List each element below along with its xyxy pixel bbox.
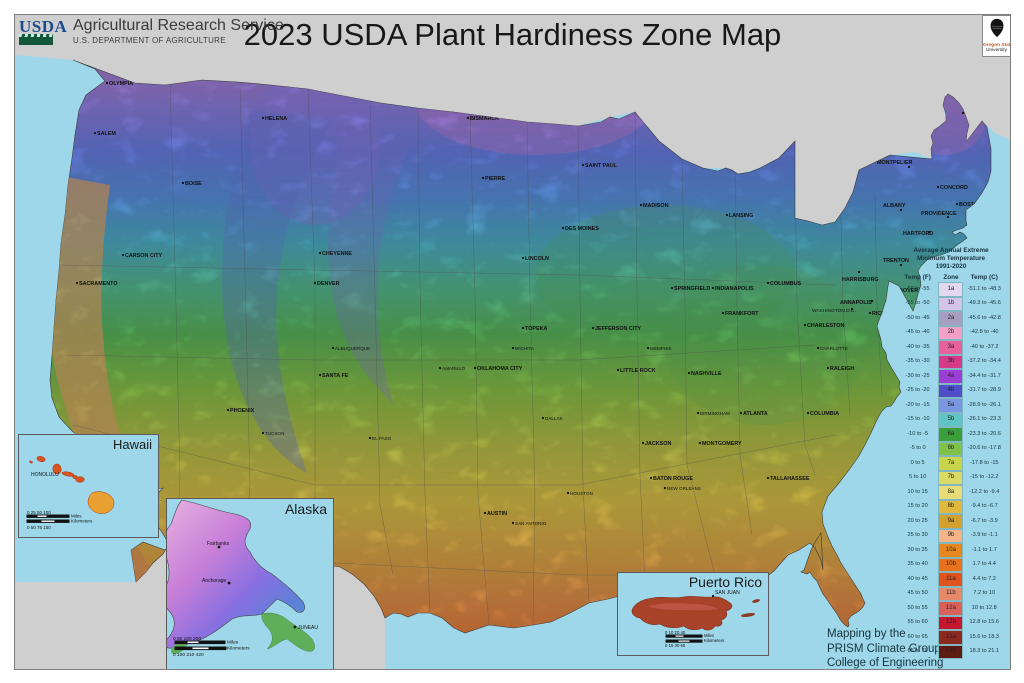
svg-text:TALLAHASSEE: TALLAHASSEE <box>770 476 810 482</box>
svg-text:Kilometers: Kilometers <box>227 646 250 652</box>
svg-text:Miles: Miles <box>227 640 239 646</box>
svg-text:PIERRE: PIERRE <box>485 176 505 182</box>
svg-text:TOPEKA: TOPEKA <box>525 326 547 332</box>
svg-text:CHARLOTTE: CHARLOTTE <box>820 346 848 351</box>
svg-text:TUCSON: TUCSON <box>265 431 284 436</box>
svg-text:ATLANTA: ATLANTA <box>743 411 768 417</box>
svg-text:PROVIDENCE: PROVIDENCE <box>921 211 957 217</box>
svg-text:LANSING: LANSING <box>729 213 753 219</box>
svg-text:0 50 75 150: 0 50 75 150 <box>27 525 51 530</box>
svg-text:SANTA FE: SANTA FE <box>322 373 349 379</box>
svg-text:BOISE: BOISE <box>185 181 202 187</box>
svg-text:0 100 210 420: 0 100 210 420 <box>173 652 204 658</box>
svg-text:HONOLULU: HONOLULU <box>31 472 59 478</box>
svg-text:CHEYENNE: CHEYENNE <box>322 251 352 257</box>
svg-text:RALEIGH: RALEIGH <box>830 366 854 372</box>
svg-text:INDIANAPOLIS: INDIANAPOLIS <box>715 286 754 292</box>
svg-text:CARSON CITY: CARSON CITY <box>125 253 163 259</box>
svg-text:0 15 30 60: 0 15 30 60 <box>665 643 686 648</box>
svg-text:JACKSON: JACKSON <box>645 441 671 447</box>
svg-text:SAN ANTONIO: SAN ANTONIO <box>515 521 547 526</box>
svg-text:EL PASO: EL PASO <box>372 436 392 441</box>
svg-text:JEFFERSON CITY: JEFFERSON CITY <box>595 326 642 332</box>
svg-text:MONTPELIER: MONTPELIER <box>877 160 912 166</box>
svg-text:Kilometers: Kilometers <box>704 638 724 643</box>
svg-text:LINCOLN: LINCOLN <box>525 256 549 262</box>
svg-text:ANNAPOLIS: ANNAPOLIS <box>840 300 872 306</box>
svg-text:ALBANY: ALBANY <box>883 203 906 209</box>
svg-text:HELENA: HELENA <box>265 116 287 122</box>
svg-text:NASHVILLE: NASHVILLE <box>691 371 722 377</box>
svg-text:BIRMINGHAM: BIRMINGHAM <box>700 411 730 416</box>
svg-text:DALLAS: DALLAS <box>545 416 563 421</box>
svg-text:0 10 20 40: 0 10 20 40 <box>665 630 686 635</box>
svg-text:CHARLESTON: CHARLESTON <box>807 323 844 329</box>
svg-text:Fairbanks: Fairbanks <box>207 541 229 547</box>
svg-text:COLUMBIA: COLUMBIA <box>810 411 839 417</box>
svg-text:CONCORD: CONCORD <box>940 185 968 191</box>
svg-text:DENVER: DENVER <box>317 281 340 287</box>
svg-text:DES MOINES: DES MOINES <box>565 226 599 232</box>
svg-text:WASHINGTON D.C.: WASHINGTON D.C. <box>812 308 856 314</box>
svg-text:COLUMBUS: COLUMBUS <box>770 281 802 287</box>
svg-text:HOUSTON: HOUSTON <box>570 491 593 496</box>
svg-text:MEMPHIS: MEMPHIS <box>650 346 671 351</box>
svg-text:FRANKFORT: FRANKFORT <box>725 311 759 317</box>
svg-text:MONTGOMERY: MONTGOMERY <box>702 441 742 447</box>
svg-text:BATON ROUGE: BATON ROUGE <box>653 476 693 482</box>
svg-text:ALBUQUERQUE: ALBUQUERQUE <box>335 346 370 351</box>
svg-text:HARRISBURG: HARRISBURG <box>842 277 879 283</box>
svg-text:0 25 50 100: 0 25 50 100 <box>27 510 51 515</box>
svg-text:SAINT PAUL: SAINT PAUL <box>585 163 618 169</box>
svg-text:Anchorage: Anchorage <box>202 578 226 584</box>
svg-text:WICHITA: WICHITA <box>515 346 535 351</box>
svg-text:MADISON: MADISON <box>643 203 669 209</box>
svg-text:HARTFORD: HARTFORD <box>903 231 933 237</box>
svg-text:SAN JUAN: SAN JUAN <box>715 590 740 596</box>
svg-text:LITTLE ROCK: LITTLE ROCK <box>620 368 656 374</box>
svg-text:AMARILLO: AMARILLO <box>442 366 466 371</box>
svg-text:NEW ORLEANS: NEW ORLEANS <box>667 486 701 491</box>
svg-text:SPRINGFIELD: SPRINGFIELD <box>674 286 710 292</box>
svg-text:Kilometers: Kilometers <box>71 518 93 523</box>
svg-text:SALEM: SALEM <box>97 131 116 137</box>
svg-text:OKLAHOMA CITY: OKLAHOMA CITY <box>477 366 523 372</box>
svg-text:JUNEAU: JUNEAU <box>298 625 318 631</box>
svg-text:SACRAMENTO: SACRAMENTO <box>79 281 118 287</box>
svg-text:0 50 100 200: 0 50 100 200 <box>173 636 201 642</box>
svg-text:PHOENIX: PHOENIX <box>230 408 255 414</box>
svg-text:AUSTIN: AUSTIN <box>487 511 507 517</box>
svg-text:OLYMPIA: OLYMPIA <box>109 81 133 87</box>
